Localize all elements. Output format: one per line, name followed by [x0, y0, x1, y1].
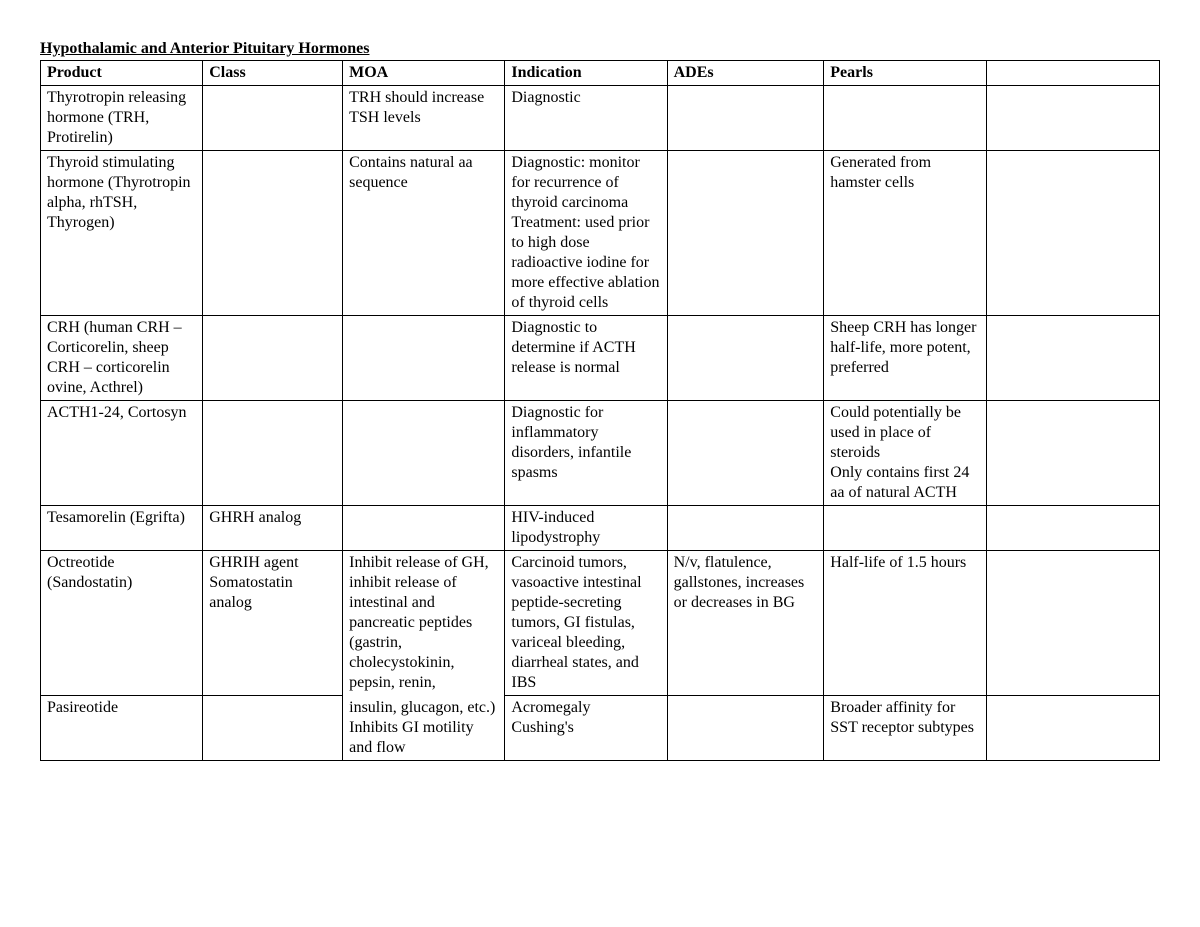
- cell-pearls: [824, 86, 986, 151]
- cell-indication: AcromegalyCushing's: [505, 696, 667, 761]
- col-indication: Indication: [505, 61, 667, 86]
- table-row: Thyrotropin releasing hormone (TRH, Prot…: [41, 86, 1160, 151]
- cell-pearls: Generated from hamster cells: [824, 151, 986, 316]
- cell-pearls: [824, 506, 986, 551]
- cell-extra: [986, 86, 1159, 151]
- cell-indication: Carcinoid tumors, vasoactive intestinal …: [505, 551, 667, 696]
- col-product: Product: [41, 61, 203, 86]
- cell-indication: Diagnostic for inflammatory disorders, i…: [505, 401, 667, 506]
- table-row: Thyroid stimulating hormone (Thyrotropin…: [41, 151, 1160, 316]
- cell-class: [203, 86, 343, 151]
- cell-pearls: Broader affinity for SST receptor subtyp…: [824, 696, 986, 761]
- cell-product: Pasireotide: [41, 696, 203, 761]
- cell-class: [203, 401, 343, 506]
- cell-product: ACTH1-24, Cortosyn: [41, 401, 203, 506]
- cell-product: Octreotide (Sandostatin): [41, 551, 203, 696]
- cell-pearls: Could potentially be used in place of st…: [824, 401, 986, 506]
- hormone-table: Product Class MOA Indication ADEs Pearls…: [40, 60, 1160, 761]
- cell-moa: [343, 506, 505, 551]
- cell-moa: Inhibit release of GH, inhibit release o…: [343, 551, 505, 696]
- table-row: Octreotide (Sandostatin) GHRIH agent Som…: [41, 551, 1160, 696]
- col-extra: [986, 61, 1159, 86]
- cell-extra: [986, 151, 1159, 316]
- cell-indication: Diagnostic to determine if ACTH release …: [505, 316, 667, 401]
- cell-moa: Contains natural aa sequence: [343, 151, 505, 316]
- cell-ades: [667, 151, 824, 316]
- cell-class: GHRH analog: [203, 506, 343, 551]
- cell-indication: Diagnostic: [505, 86, 667, 151]
- cell-product: Tesamorelin (Egrifta): [41, 506, 203, 551]
- table-row: Tesamorelin (Egrifta) GHRH analog HIV-in…: [41, 506, 1160, 551]
- cell-moa: insulin, glucagon, etc.)Inhibits GI moti…: [343, 696, 505, 761]
- cell-ades: [667, 506, 824, 551]
- cell-extra: [986, 316, 1159, 401]
- cell-extra: [986, 506, 1159, 551]
- cell-moa: [343, 316, 505, 401]
- page-title: Hypothalamic and Anterior Pituitary Horm…: [40, 40, 1160, 58]
- col-pearls: Pearls: [824, 61, 986, 86]
- cell-ades: [667, 316, 824, 401]
- cell-extra: [986, 551, 1159, 696]
- cell-ades: [667, 86, 824, 151]
- cell-product: CRH (human CRH – Corticorelin, sheep CRH…: [41, 316, 203, 401]
- cell-class: GHRIH agent Somatostatin analog: [203, 551, 343, 696]
- cell-ades: [667, 696, 824, 761]
- table-header-row: Product Class MOA Indication ADEs Pearls: [41, 61, 1160, 86]
- cell-pearls: Sheep CRH has longer half-life, more pot…: [824, 316, 986, 401]
- cell-extra: [986, 696, 1159, 761]
- cell-extra: [986, 401, 1159, 506]
- cell-moa: [343, 401, 505, 506]
- cell-class: [203, 696, 343, 761]
- col-ades: ADEs: [667, 61, 824, 86]
- col-moa: MOA: [343, 61, 505, 86]
- cell-product: Thyroid stimulating hormone (Thyrotropin…: [41, 151, 203, 316]
- cell-pearls: Half-life of 1.5 hours: [824, 551, 986, 696]
- cell-indication: HIV-induced lipodystrophy: [505, 506, 667, 551]
- cell-class: [203, 151, 343, 316]
- cell-ades: [667, 401, 824, 506]
- table-row: CRH (human CRH – Corticorelin, sheep CRH…: [41, 316, 1160, 401]
- table-row: ACTH1-24, Cortosyn Diagnostic for inflam…: [41, 401, 1160, 506]
- cell-indication: Diagnostic: monitor for recurrence of th…: [505, 151, 667, 316]
- cell-ades: N/v, flatulence, gallstones, increases o…: [667, 551, 824, 696]
- cell-class: [203, 316, 343, 401]
- cell-product: Thyrotropin releasing hormone (TRH, Prot…: [41, 86, 203, 151]
- table-row: Pasireotide insulin, glucagon, etc.)Inhi…: [41, 696, 1160, 761]
- col-class: Class: [203, 61, 343, 86]
- cell-moa: TRH should increase TSH levels: [343, 86, 505, 151]
